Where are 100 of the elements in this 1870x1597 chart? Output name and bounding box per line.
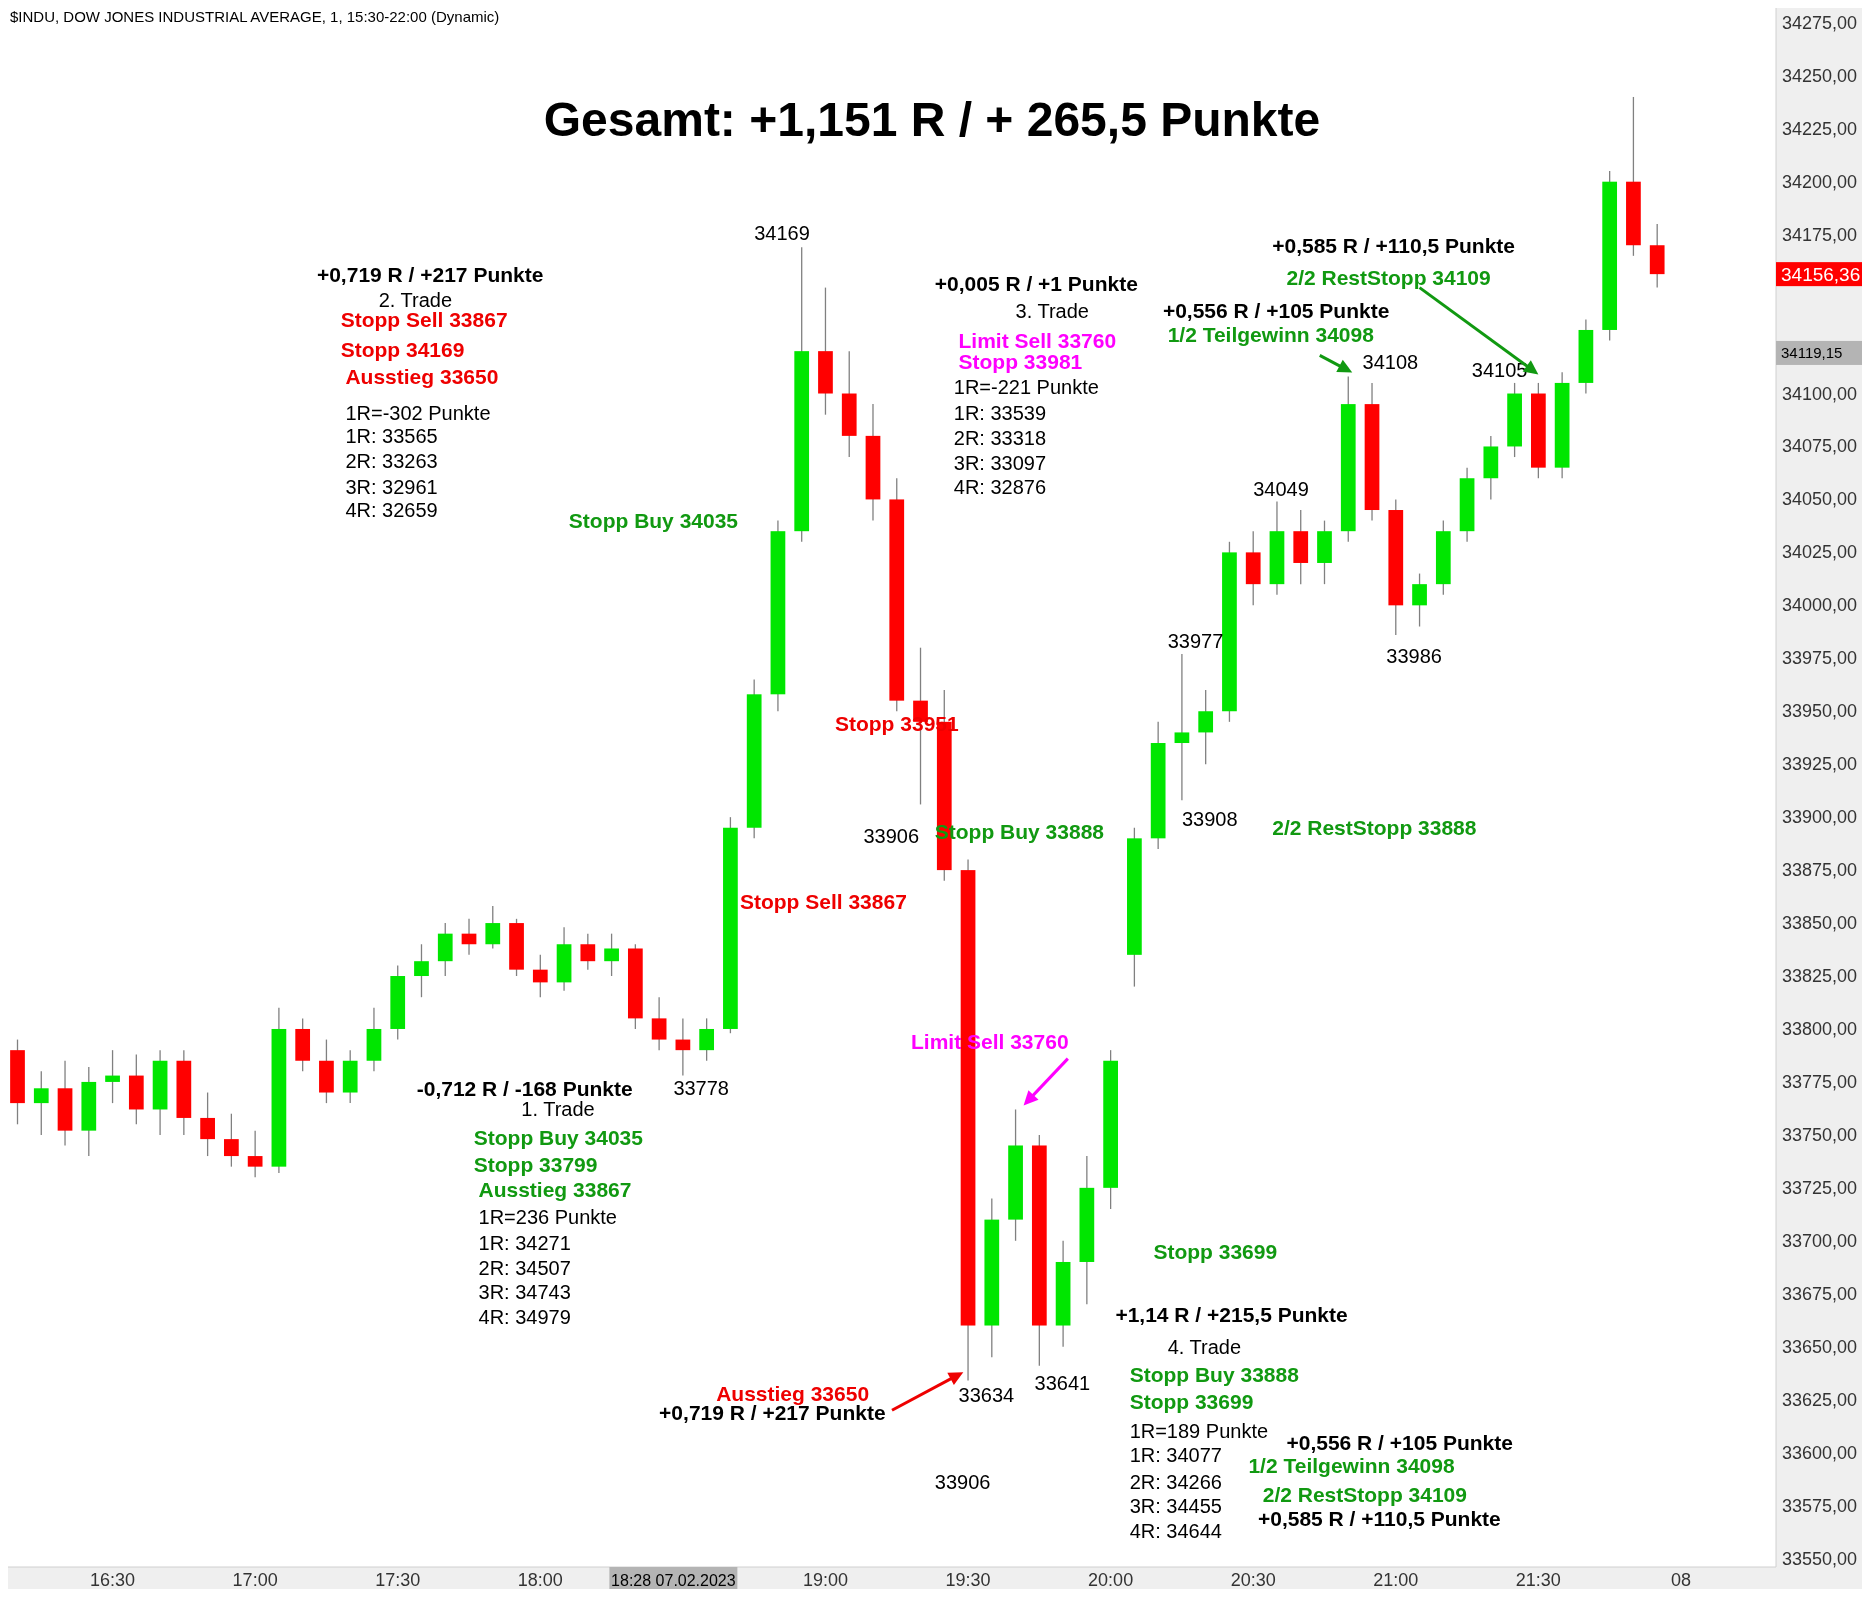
annotation: 3R: 34743 (478, 1280, 571, 1303)
y-tick-label: 34025,00 (1782, 542, 1858, 563)
annotation: 2/2 RestStopp 33888 (1272, 816, 1477, 840)
chart-subtitle: $INDU, DOW JONES INDUSTRIAL AVERAGE, 1, 15:30-22:00 (Dynamic) (10, 8, 500, 25)
y-tick-label: 34250,00 (1782, 65, 1858, 86)
annotation: 33908 (1181, 808, 1238, 831)
annotation: Stopp Sell 33867 (739, 890, 907, 914)
annotation: 2/2 RestStopp 34109 (1262, 1483, 1467, 1507)
y-tick-label: 33725,00 (1782, 1177, 1858, 1198)
y-tick-label: 33875,00 (1782, 860, 1858, 881)
x-tick-label: 19:00 (802, 1570, 848, 1590)
annotation: 1R: 34271 (478, 1231, 571, 1254)
annotation: 4R: 34644 (1129, 1519, 1222, 1542)
candlestick (1174, 653, 1190, 801)
candlestick (532, 954, 548, 998)
candlestick (651, 996, 667, 1051)
candlestick (414, 943, 429, 998)
x-tick-label: 20:00 (1088, 1570, 1134, 1590)
annotation: 2R: 34266 (1129, 1471, 1222, 1494)
annotation: 33778 (673, 1077, 729, 1100)
annotation: 1/2 Teilgewinn 34098 (1167, 322, 1375, 346)
annotation: 33634 (958, 1384, 1015, 1407)
candlestick (247, 1130, 263, 1178)
y-tick-label: 34075,00 (1782, 436, 1858, 457)
candlestick (33, 1070, 49, 1136)
x-tick-label: 08 (1670, 1570, 1691, 1590)
text: 34156,36 (1781, 263, 1861, 285)
annotation: Stopp Buy 34035 (568, 509, 739, 533)
y-tick-label: 33850,00 (1782, 913, 1858, 934)
annotation: 33986 (1386, 645, 1442, 668)
annotation: Ausstieg 33867 (478, 1178, 632, 1202)
annotation: 1. Trade (521, 1098, 595, 1121)
annotation: 4R: 32659 (345, 499, 438, 522)
y-tick-label: 33575,00 (1782, 1495, 1858, 1516)
candlestick (699, 1017, 715, 1062)
annotation: 2R: 33318 (953, 427, 1047, 449)
candlestick (461, 918, 477, 956)
x-tick-label: 21:00 (1373, 1570, 1419, 1590)
candlestick (1412, 572, 1427, 628)
annotation: Stopp 33799 (473, 1153, 598, 1177)
annotation: 3R: 34455 (1129, 1494, 1222, 1517)
y-tick-label: 33550,00 (1782, 1548, 1858, 1569)
y-tick-label: 33675,00 (1782, 1283, 1858, 1304)
annotation: +0,005 R / +1 Punkte (934, 271, 1138, 295)
annotation: +0,585 R / +110,5 Punkte (1272, 233, 1516, 257)
candlestick (1198, 689, 1214, 765)
annotation: Limit Sell 33760 (958, 329, 1117, 353)
text: 34119,15 (1781, 344, 1843, 362)
y-tick-label: 33975,00 (1782, 648, 1858, 669)
y-tick-label: 34200,00 (1782, 171, 1858, 192)
candlestick (105, 1049, 120, 1104)
annotation: 34108 (1362, 350, 1419, 373)
x-tick-label: 16:30 (90, 1570, 136, 1590)
text: 18:28 07.02.2023 (611, 1571, 736, 1589)
annotation: Stopp 33699 (1129, 1390, 1254, 1414)
y-tick-label: 33700,00 (1782, 1230, 1858, 1251)
annotation: -0,712 R / -168 Punkte (416, 1076, 633, 1100)
y-tick-label: 33950,00 (1782, 701, 1858, 722)
annotation: 4R: 34979 (478, 1306, 571, 1329)
y-tick-label: 34275,00 (1782, 12, 1858, 33)
annotation: 3. Trade (1015, 299, 1089, 322)
annotation: Stopp Buy 34035 (473, 1125, 644, 1149)
y-tick-label: 34050,00 (1782, 489, 1858, 510)
candlestick (224, 1113, 239, 1168)
y-tick-label: 34000,00 (1782, 595, 1858, 616)
y-tick-label: 33775,00 (1782, 1071, 1858, 1092)
annotation: Stopp Buy 33888 (1129, 1362, 1300, 1386)
annotation: 34169 (754, 221, 810, 244)
y-tick-label: 33925,00 (1782, 754, 1858, 775)
annotation: Stopp 33981 (958, 350, 1083, 374)
candlestick (675, 1017, 691, 1077)
y-tick-label: 33825,00 (1782, 966, 1858, 987)
x-tick-label: 20:30 (1230, 1570, 1276, 1590)
annotation: 34049 (1253, 477, 1309, 500)
annotation: 33641 (1034, 1371, 1091, 1394)
y-tick-label: 33900,00 (1782, 807, 1858, 828)
annotation: 1R: 33539 (953, 401, 1047, 424)
annotation: Stopp 34169 (340, 337, 465, 361)
annotation: +0,556 R / +105 Punkte (1286, 1430, 1513, 1454)
annotation: +1,14 R / +215,5 Punkte (1115, 1303, 1348, 1327)
annotation: 4. Trade (1167, 1335, 1242, 1358)
y-tick-label: 33600,00 (1782, 1442, 1858, 1463)
annotation: 33906 (863, 825, 920, 848)
annotation: 3R: 33097 (953, 452, 1047, 475)
x-tick-label: 21:30 (1515, 1570, 1561, 1590)
y-tick-label: 34100,00 (1782, 383, 1858, 404)
annotation: 1R=236 Punkte (478, 1206, 617, 1229)
annotation: 2R: 33263 (345, 450, 438, 473)
x-tick-label: 17:00 (232, 1570, 278, 1590)
x-tick-label: 17:30 (375, 1570, 421, 1590)
y-tick-label: 34225,00 (1782, 118, 1858, 139)
x-tick-label: 18:00 (517, 1570, 563, 1590)
candlestick (200, 1091, 215, 1157)
annotation: +0,719 R / +217 Punkte (316, 263, 544, 287)
y-tick-label: 33625,00 (1782, 1389, 1858, 1410)
text: Gesamt: +1,151 R / + 265,5 Punkte (543, 93, 1321, 146)
annotation: Ausstieg 33650 (345, 365, 499, 389)
annotation: +0,585 R / +110,5 Punkte (1257, 1506, 1501, 1530)
annotation: 33906 (934, 1471, 991, 1494)
annotation: 1R=189 Punkte (1129, 1420, 1269, 1443)
